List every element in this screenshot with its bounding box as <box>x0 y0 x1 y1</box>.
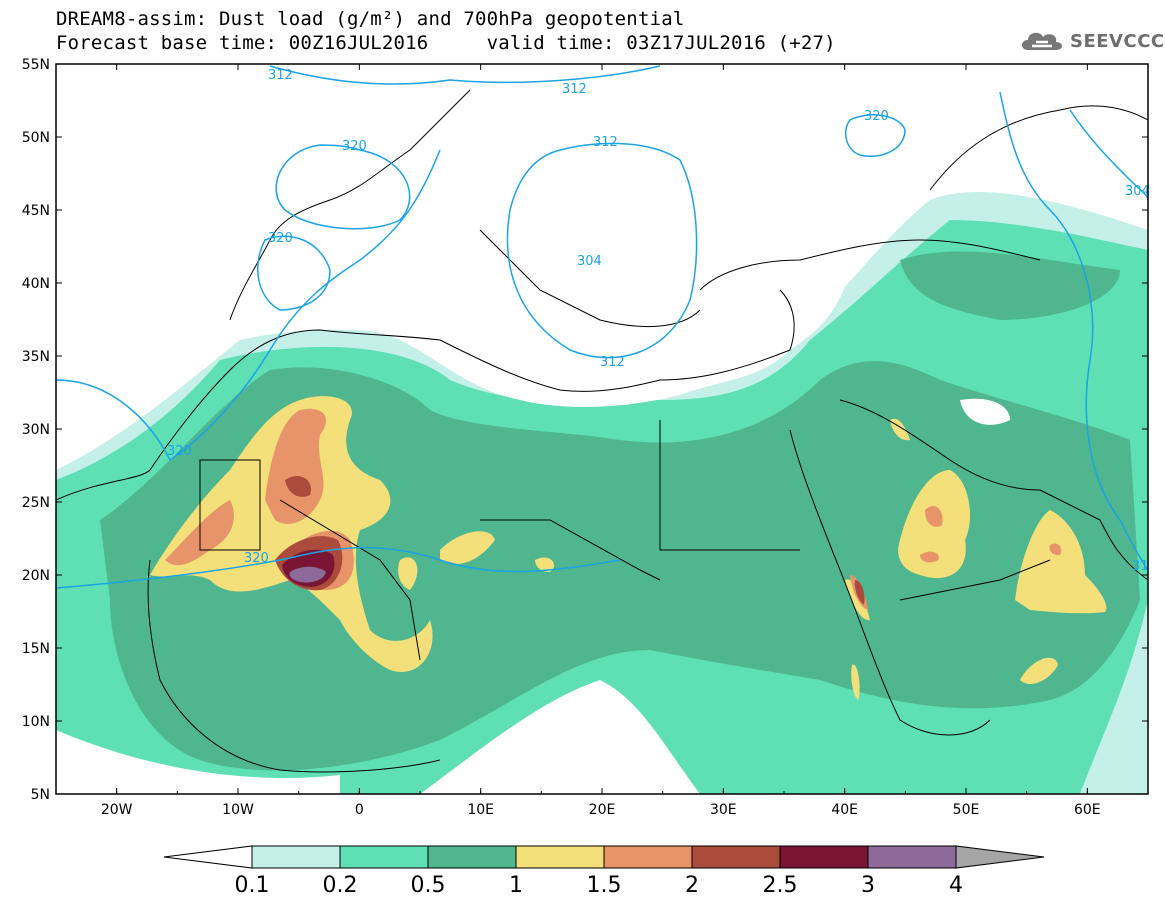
colorbar-swatch <box>515 845 605 869</box>
colorbar-under-arrow <box>163 845 253 869</box>
lon-tick-label: 20E <box>589 802 616 818</box>
contour-label: 304 <box>1125 184 1150 199</box>
lat-tick-label: 50N <box>22 130 50 146</box>
lon-tick-label: 40E <box>831 802 858 818</box>
lat-tick-label: 30N <box>22 422 50 438</box>
colorbar-label: 2.5 <box>763 873 798 898</box>
cloud-icon <box>1022 32 1062 50</box>
contour-label: 31 <box>1132 559 1149 574</box>
colorbar-label: 1 <box>509 873 523 898</box>
lon-tick-label: 10W <box>222 802 254 818</box>
lat-tick-label: 55N <box>22 57 50 73</box>
colorbar-swatch <box>251 845 341 869</box>
contour-label: 312 <box>268 68 293 83</box>
latitude-axis: 55N 50N 45N 40N 35N 30N 25N 20N 15N 10N 5N <box>22 57 1148 803</box>
colorbar-label: 0.1 <box>235 873 270 898</box>
contour-label: 320 <box>244 551 269 566</box>
contour-label: 320 <box>864 109 889 124</box>
seevccc-logo: SEEVCCC <box>1018 26 1164 60</box>
geopotential-contours <box>56 65 1148 589</box>
colorbar-swatch <box>427 845 517 869</box>
contour-label: 312 <box>593 135 618 150</box>
lon-tick-label: 20W <box>101 802 133 818</box>
colorbar: 0.1 0.2 0.5 1 1.5 2 2.5 3 4 <box>163 845 1045 898</box>
colorbar-label: 0.5 <box>411 873 446 898</box>
contour-label: 320 <box>167 444 192 459</box>
lat-tick-label: 25N <box>22 495 50 511</box>
colorbar-over-arrow <box>955 845 1045 869</box>
contour-label: 312 <box>562 82 587 97</box>
lon-tick-label: 0 <box>355 802 364 818</box>
logo-text: SEEVCCC <box>1070 31 1165 52</box>
lat-tick-label: 15N <box>22 641 50 657</box>
longitude-axis: 20W 10W 0 10E 20E 30E 40E 50E 60E <box>55 64 1149 818</box>
colorbar-label: 3 <box>861 873 875 898</box>
colorbar-label: 1.5 <box>587 873 622 898</box>
lon-tick-label: 50E <box>953 802 980 818</box>
lon-tick-label: 30E <box>710 802 737 818</box>
colorbar-swatch <box>339 845 429 869</box>
lat-tick-label: 10N <box>22 714 50 730</box>
dust-load-field <box>56 64 1148 794</box>
colorbar-swatch <box>691 845 781 869</box>
lon-tick-label: 10E <box>467 802 494 818</box>
lon-tick-label: 60E <box>1074 802 1101 818</box>
colorbar-label: 2 <box>685 873 699 898</box>
colorbar-swatch <box>603 845 693 869</box>
lat-tick-label: 40N <box>22 276 50 292</box>
lat-tick-label: 45N <box>22 203 50 219</box>
lat-tick-label: 5N <box>31 787 50 803</box>
contour-label: 320 <box>342 139 367 154</box>
colorbar-swatch <box>867 845 957 869</box>
map-title-line1: DREAM8-assim: Dust load (g/m²) and 700hP… <box>56 8 685 30</box>
contour-label: 312 <box>600 355 625 370</box>
colorbar-swatch <box>779 845 869 869</box>
lat-tick-label: 20N <box>22 568 50 584</box>
contour-label: 304 <box>577 254 602 269</box>
contour-label-group: 312 312 312 320 320 320 304 312 320 320 … <box>167 68 1150 574</box>
colorbar-label: 4 <box>949 873 963 898</box>
map-title-line2: Forecast base time: 00Z16JUL2016 valid t… <box>56 32 836 54</box>
coastlines <box>56 89 1148 773</box>
contour-label: 320 <box>268 231 293 246</box>
lat-tick-label: 35N <box>22 349 50 365</box>
colorbar-label: 0.2 <box>323 873 358 898</box>
